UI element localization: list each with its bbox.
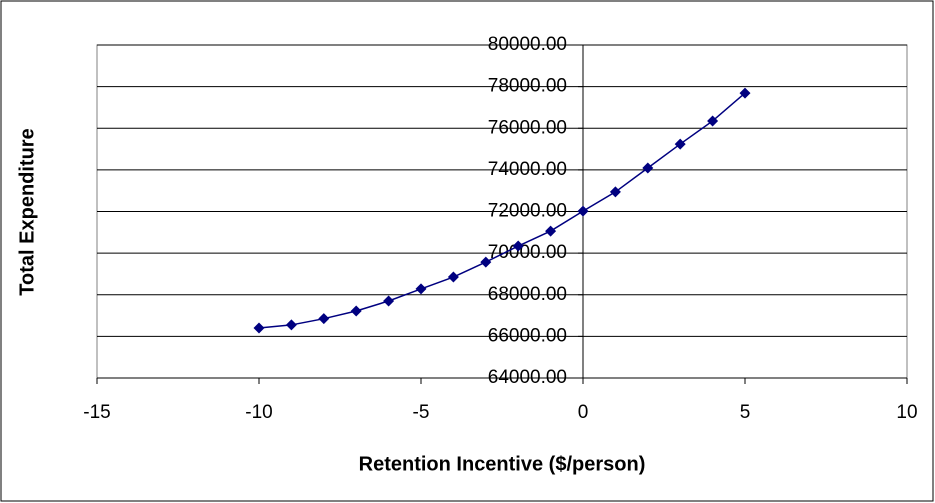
marker xyxy=(512,240,524,252)
marker xyxy=(480,256,492,268)
marker xyxy=(285,319,297,331)
x-tick-label: -15 xyxy=(83,402,110,423)
marker xyxy=(318,313,330,325)
y-tick-label: 66000.00 xyxy=(488,325,567,346)
marker xyxy=(707,115,719,127)
y-axis-label: Total Expenditure xyxy=(16,128,38,295)
x-tick-label: -5 xyxy=(413,402,430,423)
marker xyxy=(253,322,265,334)
marker xyxy=(545,225,557,237)
x-axis-label: Retention Incentive ($/person) xyxy=(359,453,646,475)
y-tick-label: 78000.00 xyxy=(488,76,567,97)
x-tick-label: -10 xyxy=(245,402,272,423)
x-tick-label: 0 xyxy=(578,402,589,423)
y-tick-label: 74000.00 xyxy=(488,159,567,180)
marker xyxy=(383,295,395,307)
marker xyxy=(577,205,589,217)
marker xyxy=(674,138,686,150)
y-tick-label: 72000.00 xyxy=(488,201,567,222)
marker xyxy=(739,87,751,99)
marker xyxy=(415,283,427,295)
series-line xyxy=(258,92,746,329)
y-tick-label: 76000.00 xyxy=(488,117,567,138)
y-tick-label: 80000.00 xyxy=(488,34,567,55)
y-tick-label: 68000.00 xyxy=(488,284,567,305)
marker xyxy=(609,186,621,198)
marker xyxy=(447,271,459,283)
marker xyxy=(642,162,654,174)
x-tick-label: 10 xyxy=(896,402,917,423)
x-tick-label: 5 xyxy=(740,402,751,423)
marker xyxy=(350,305,362,317)
y-tick-label: 70000.00 xyxy=(488,242,567,263)
